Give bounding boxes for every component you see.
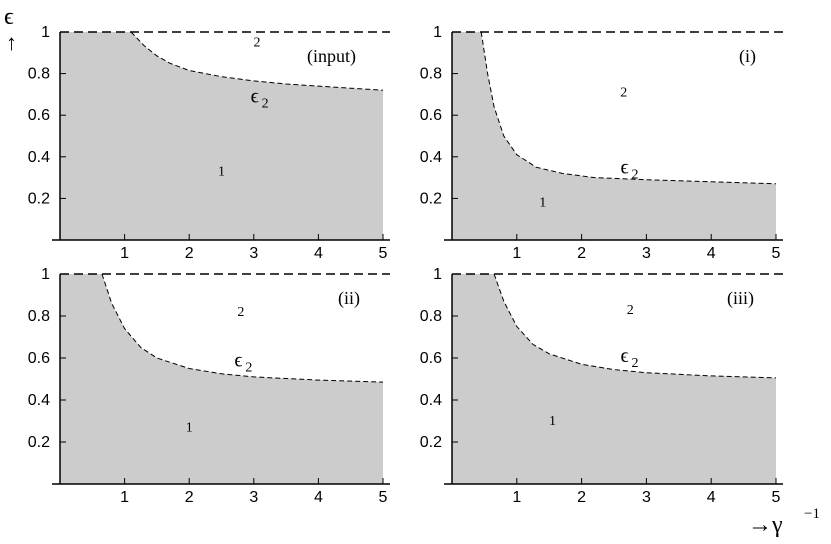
y-tick-label: 0.4 [420,149,442,166]
epsilon2-boundary-curve [101,273,384,383]
y-tick-label: 0.6 [420,350,442,367]
panel-label: (input) [307,46,356,67]
region-label-2: 2 [620,85,627,100]
region-label-1: 1 [539,196,546,211]
epsilon2-label: ϵ [620,156,628,178]
epsilon2-boundary-curve [493,273,777,379]
x-tick-label: 1 [512,489,521,506]
x-axis-title-sup: −1 [804,506,820,522]
y-tick-label: 0.4 [28,392,50,409]
y-tick-label: 1 [41,24,50,41]
epsilon2-label: ϵ [620,345,628,367]
x-tick-label: 3 [249,489,258,506]
x-tick-label: 4 [314,245,323,262]
epsilon2-label: ϵ [251,86,259,108]
epsilon2-boundary-curve [480,31,777,185]
y-tick-label: 0.2 [28,190,50,207]
y-tick-label: 0.4 [420,392,442,409]
x-tick-label: 2 [577,489,586,506]
epsilon2-label: ϵ [234,349,242,371]
y-tick-label: 0.8 [28,308,50,325]
x-tick-label: 1 [120,489,129,506]
epsilon2-subscript: 2 [262,97,269,112]
x-tick-label: 3 [642,489,651,506]
region-1-area [452,32,776,240]
panel-label: (iii) [727,288,754,309]
y-tick-label: 0.2 [420,190,442,207]
y-tick-label: 0.4 [28,149,50,166]
x-tick-label: 2 [185,489,194,506]
x-tick-label: 5 [772,245,781,262]
y-tick-label: 1 [433,266,442,283]
x-tick-label: 4 [707,245,716,262]
y-tick-label: 0.6 [28,350,50,367]
y-tick-label: 0.6 [420,107,442,124]
chart-panel-1: 1 2 3 4 50.20.40.60.81(input)ϵ 212 [28,24,390,262]
region-1-area [452,274,776,484]
x-tick-label: 2 [577,245,586,262]
epsilon2-subscript: 2 [631,356,638,371]
x-tick-label: 2 [185,245,194,262]
region-1-area [60,32,383,240]
y-tick-label: 0.8 [28,66,50,83]
y-axis-arrow: ↑ [6,30,17,55]
region-1-area [60,274,383,484]
chart-panel-2: 1 2 3 4 50.20.40.60.81(i)ϵ 212 [420,24,783,262]
region-label-1: 1 [186,421,193,436]
epsilon2-subscript: 2 [245,360,252,375]
panel-label: (ii) [338,288,360,309]
x-tick-label: 1 [512,245,521,262]
x-axis-title: →γ −1 [748,506,820,538]
x-axis-title-main: →γ [748,512,783,538]
x-tick-label: 3 [249,245,258,262]
y-tick-label: 0.8 [420,66,442,83]
x-tick-label: 4 [314,489,323,506]
region-label-2: 2 [237,305,244,320]
epsilon2-boundary-curve [130,31,384,91]
y-tick-label: 0.2 [420,434,442,451]
x-tick-label: 1 [120,245,129,262]
x-tick-label: 4 [707,489,716,506]
y-tick-label: 0.8 [420,308,442,325]
x-tick-label: 5 [379,489,388,506]
y-axis-symbol: ϵ [4,4,14,30]
panel-label: (i) [739,46,756,67]
y-tick-label: 0.6 [28,107,50,124]
region-label-1: 1 [549,414,556,429]
x-tick-label: 5 [379,245,388,262]
region-label-2: 2 [254,36,261,51]
x-tick-label: 3 [642,245,651,262]
chart-panel-3: 1 2 3 4 50.20.40.60.81(ii)ϵ 212 [28,266,390,506]
region-label-1: 1 [218,165,225,180]
x-tick-label: 5 [772,489,781,506]
y-tick-label: 1 [41,266,50,283]
y-tick-label: 0.2 [28,434,50,451]
region-label-2: 2 [627,303,634,318]
chart-panel-4: 1 2 3 4 50.20.40.60.81(iii)ϵ 212 [420,266,783,506]
epsilon2-subscript: 2 [631,167,638,182]
y-tick-label: 1 [433,24,442,41]
